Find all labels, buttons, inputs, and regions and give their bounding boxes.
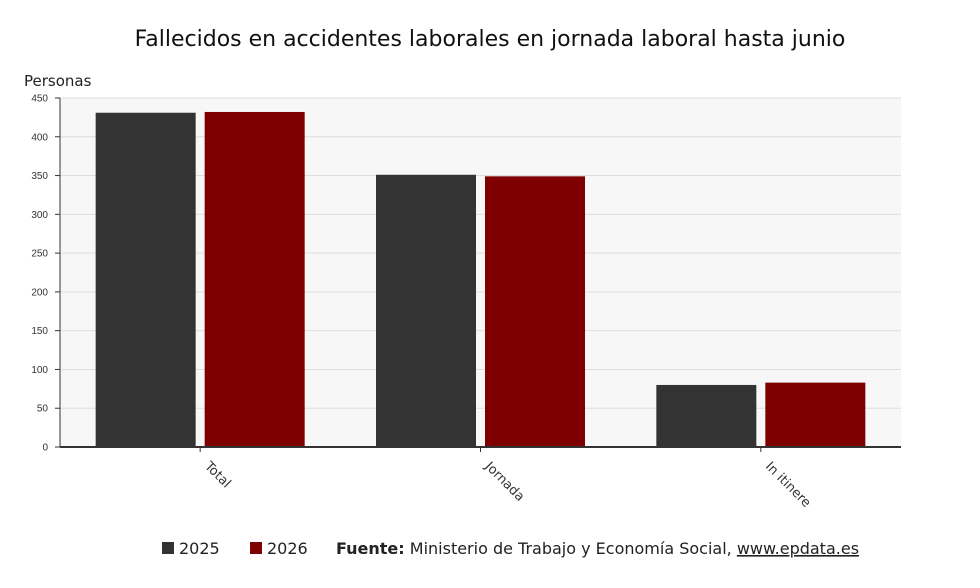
y-axis-label: Personas <box>24 72 92 90</box>
y-tick-label: 150 <box>31 326 48 337</box>
chart-title: Fallecidos en accidentes laborales en jo… <box>135 27 846 52</box>
y-tick-label: 350 <box>31 171 48 182</box>
y-tick-label: 50 <box>37 404 49 415</box>
x-tick-label: In itinere <box>762 459 813 510</box>
y-tick-label: 450 <box>31 94 48 105</box>
bar-2025-in-itinere[interactable] <box>656 384 757 447</box>
y-axis-ticks: 0 50 100 150 200 250 300 350 400 450 <box>31 94 60 454</box>
bar-2025-total[interactable] <box>95 112 196 447</box>
legend-swatch-2025 <box>162 542 174 554</box>
legend: 2025 2026 <box>162 539 308 558</box>
bar-2026-in-itinere[interactable] <box>765 382 866 447</box>
y-tick-label: 400 <box>31 132 48 143</box>
y-tick-label: 0 <box>42 443 48 454</box>
bars <box>95 111 866 448</box>
y-tick-label: 200 <box>31 287 48 298</box>
source-link[interactable]: www.epdata.es <box>737 539 859 558</box>
x-axis-ticks: Total Jornada In itinere <box>199 447 814 511</box>
source-line: Fuente: Ministerio de Trabajo y Economía… <box>336 539 859 558</box>
legend-label-2025: 2025 <box>179 539 220 558</box>
plot-area <box>60 98 901 447</box>
bar-2026-total[interactable] <box>204 111 305 448</box>
y-tick-label: 300 <box>31 210 48 221</box>
source-text: Ministerio de Trabajo y Economía Social, <box>410 539 732 558</box>
legend-label-2026: 2026 <box>267 539 308 558</box>
y-tick-label: 100 <box>31 365 48 376</box>
legend-swatch-2026 <box>250 542 262 554</box>
source-label: Fuente: <box>336 539 405 558</box>
bar-2026-jornada[interactable] <box>485 176 585 447</box>
gridlines <box>60 97 901 409</box>
y-tick-label: 250 <box>31 249 48 260</box>
bar-2025-jornada[interactable] <box>376 174 476 447</box>
x-tick-label: Total <box>201 459 234 492</box>
x-tick-label: Jornada <box>481 459 527 505</box>
